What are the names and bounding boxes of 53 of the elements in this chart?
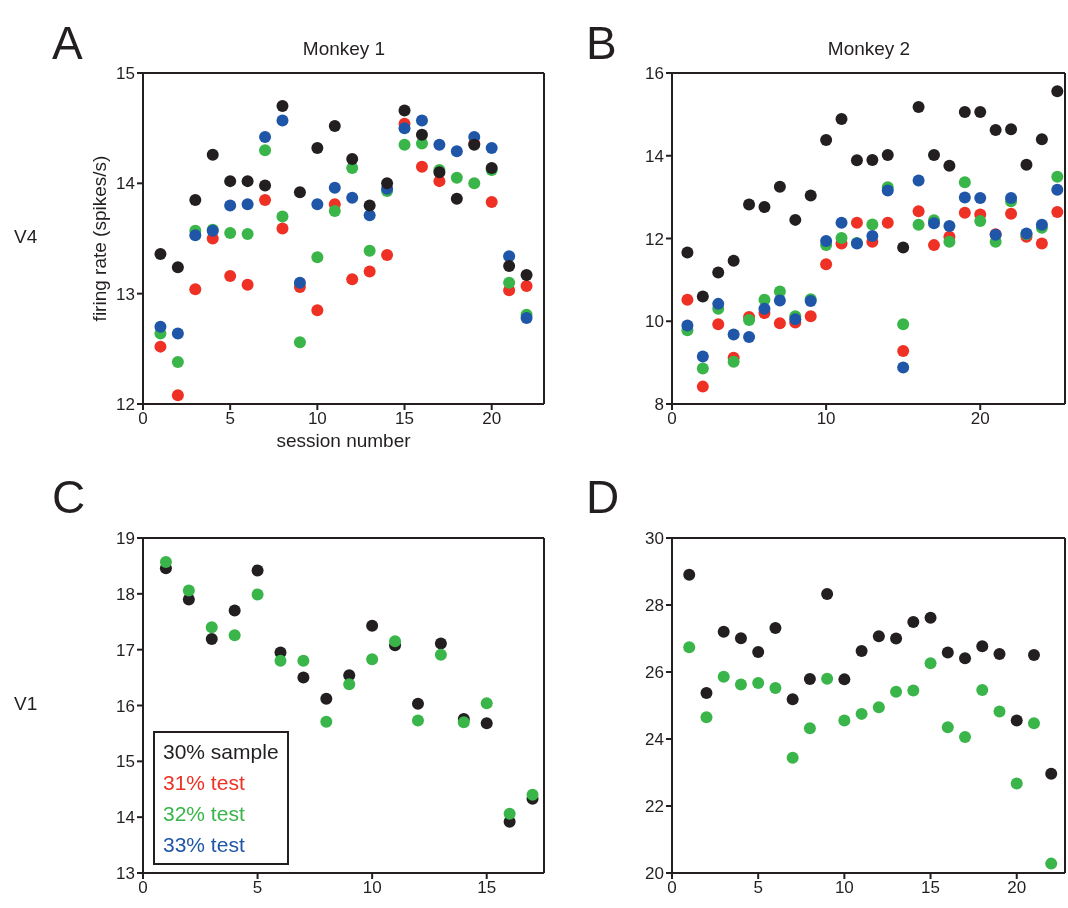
x-tick-label: 15 bbox=[921, 878, 941, 898]
legend-label: 31% test bbox=[163, 770, 246, 796]
text: V4 bbox=[14, 226, 38, 248]
y-tick-label: 19 bbox=[116, 529, 135, 549]
y-tick-label: 12 bbox=[116, 395, 135, 415]
x-tick-label: 0 bbox=[138, 878, 148, 898]
x-tick-label: 5 bbox=[753, 878, 763, 898]
y-tick-label: 14 bbox=[645, 146, 664, 166]
x-tick-label: 0 bbox=[667, 878, 677, 898]
x-tick-label: 10 bbox=[362, 878, 382, 898]
chart-title: Monkey 2 bbox=[826, 38, 912, 60]
y-tick-label: 20 bbox=[645, 864, 664, 884]
y-tick-label: 18 bbox=[116, 584, 135, 604]
text: 32% test bbox=[163, 801, 246, 827]
y-tick-label: 16 bbox=[116, 696, 135, 716]
y-tick-label: 15 bbox=[116, 64, 135, 84]
x-tick-label: 15 bbox=[477, 878, 497, 898]
text: D bbox=[586, 471, 620, 523]
x-axis-title: session number bbox=[276, 430, 412, 452]
x-tick-label: 0 bbox=[667, 409, 677, 429]
x-tick-label: 20 bbox=[970, 409, 990, 429]
y-tick-label: 22 bbox=[645, 797, 664, 817]
y-tick-label: 13 bbox=[116, 864, 135, 884]
x-tick-label: 5 bbox=[225, 409, 235, 429]
text: A bbox=[52, 17, 83, 69]
text: V1 bbox=[14, 693, 38, 715]
y-tick-label: 28 bbox=[645, 596, 664, 616]
y-axis-title: firing rate (spikes/s) bbox=[88, 155, 110, 322]
x-tick-label: 5 bbox=[252, 878, 263, 898]
y-tick-label: 24 bbox=[645, 730, 664, 750]
x-tick-label: 10 bbox=[307, 409, 327, 429]
legend-label: 33% test bbox=[163, 832, 246, 858]
x-tick-label: 0 bbox=[138, 409, 148, 429]
text: 30% sample bbox=[163, 739, 279, 765]
y-tick-label: 14 bbox=[116, 808, 135, 828]
chart-title: Monkey 1 bbox=[301, 38, 387, 60]
y-tick-label: 16 bbox=[645, 64, 664, 84]
y-tick-label: 17 bbox=[116, 640, 135, 660]
y-tick-label: 26 bbox=[645, 663, 664, 683]
text: B bbox=[586, 17, 617, 69]
x-tick-label: 20 bbox=[482, 409, 502, 429]
y-tick-label: 15 bbox=[116, 752, 135, 772]
y-tick-label: 14 bbox=[116, 174, 135, 194]
y-tick-label: 13 bbox=[116, 284, 135, 304]
text: C bbox=[52, 471, 86, 523]
x-tick-label: 20 bbox=[1007, 878, 1027, 898]
x-tick-label: 10 bbox=[816, 409, 836, 429]
x-tick-label: 10 bbox=[834, 878, 854, 898]
y-tick-label: 10 bbox=[645, 312, 664, 332]
x-tick-label: 15 bbox=[395, 409, 414, 429]
y-tick-label: 12 bbox=[645, 229, 664, 249]
y-tick-label: 30 bbox=[645, 529, 664, 549]
y-tick-label: 8 bbox=[654, 395, 664, 415]
